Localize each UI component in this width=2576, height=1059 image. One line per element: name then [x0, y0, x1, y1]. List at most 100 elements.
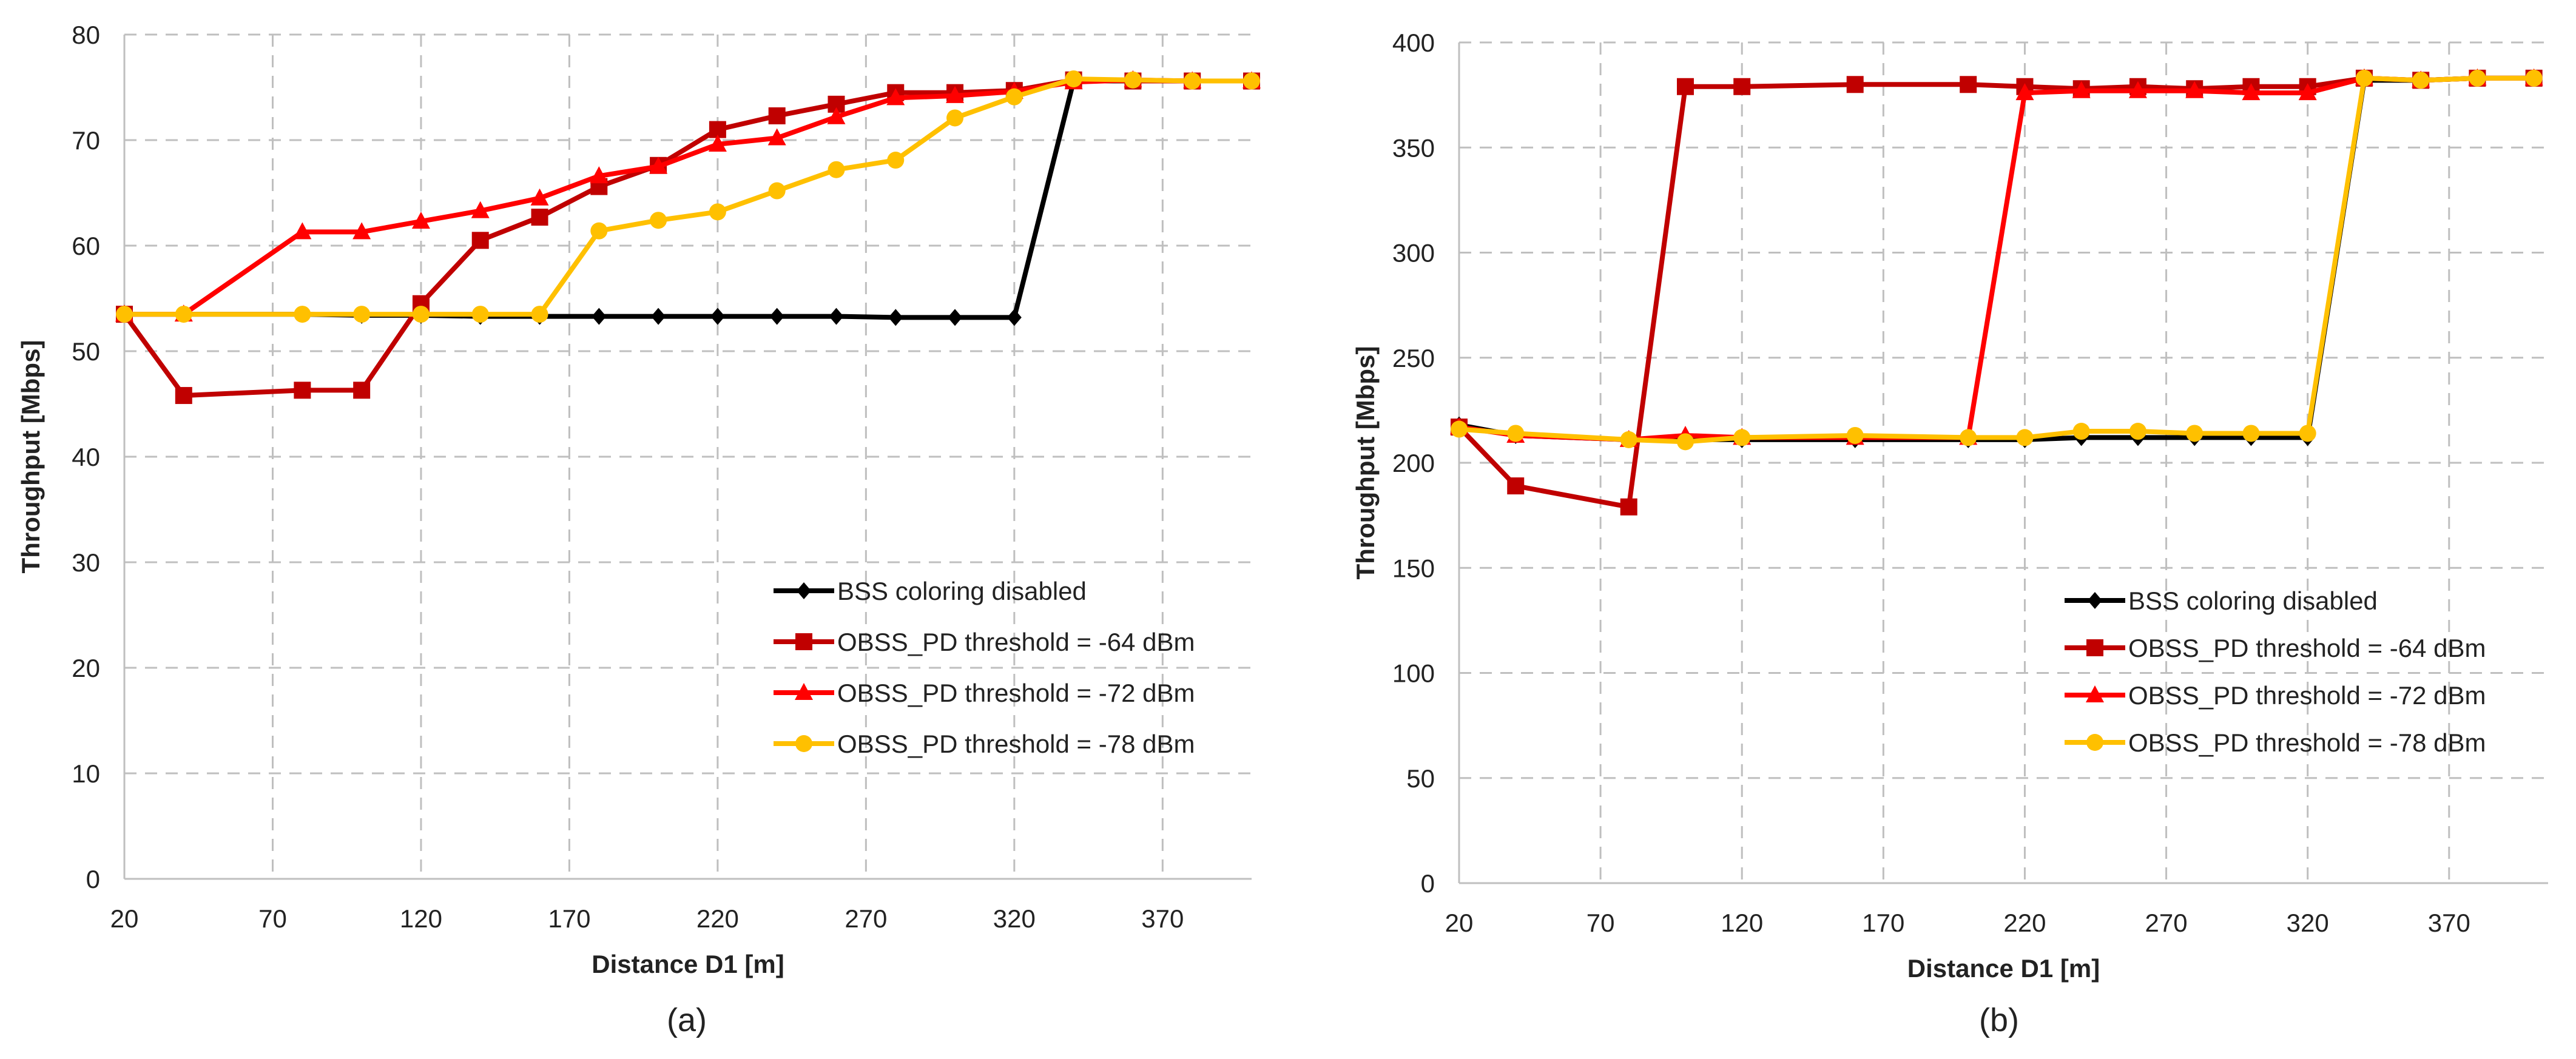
chart-a-series-2-point [411, 211, 430, 229]
chart-a-series-3-point [1065, 70, 1082, 88]
chart-a-series-0-point [948, 309, 963, 326]
chart-a-series-2 [115, 70, 1261, 322]
chart-b-xtick-label: 120 [1721, 909, 1763, 937]
chart-b-series-2-line [1458, 75, 2534, 442]
chart-b-legend-marker-2 [2086, 685, 2104, 702]
chart-b-xtick-label: 270 [2145, 909, 2188, 937]
chart-a-series-0-point [651, 308, 666, 325]
chart-a-series-3-point [412, 306, 430, 323]
chart-a-series-0-point [592, 308, 607, 325]
chart-a-xtick-label: 120 [400, 904, 442, 933]
chart-a-legend-marker-0 [797, 582, 811, 599]
chart-b-series-3-point [1620, 431, 1637, 448]
chart-a-series-1 [116, 71, 1260, 405]
chart-a-series-3-point [471, 306, 489, 323]
chart-b-series-1-line [1457, 75, 2534, 509]
chart-a-series-3-point [768, 182, 786, 200]
chart-a-series-3-point [353, 306, 371, 323]
chart-a-xtick-label: 70 [258, 904, 287, 933]
chart-b-series-3-point [1846, 426, 1864, 444]
chart-a-legend-marker-2 [795, 683, 813, 700]
chart-a-series-0 [117, 72, 1259, 326]
chart-a-series-0-point [769, 308, 784, 325]
chart-b-ytick-label: 0 [1421, 869, 1435, 898]
chart-b-series-1-point [1846, 76, 1864, 93]
chart-b-legend-label-1: OBSS_PD threshold = -64 dBm [2128, 634, 2486, 662]
chart-b-x-axis-title: Distance D1 [m] [1907, 954, 2100, 983]
chart-a-series-3 [116, 70, 1260, 323]
chart-a-series-2-point [649, 156, 668, 174]
chart-a-legend-label-3: OBSS_PD threshold = -78 dBm [837, 730, 1195, 758]
chart-b-series-3-point [1507, 425, 1525, 442]
chart-b-series-1 [1451, 69, 2543, 516]
chart-b-ytick-label: 300 [1392, 239, 1435, 267]
chart-b-series-3 [1451, 69, 2543, 451]
chart-a-ytick-label: 20 [72, 654, 100, 682]
chart-a-series-0-point [710, 308, 725, 325]
chart-b-grid [1459, 41, 2548, 883]
chart-a-series-3-point [1243, 72, 1260, 90]
chart-b-series-1-point [1733, 78, 1751, 95]
chart-a-legend-marker-3 [795, 735, 812, 752]
chart-b-svg: 0 50 100 150 200 250 300 350 400 20 70 120 170 220 270… [1351, 29, 2548, 1038]
chart-b-legend-label-3: OBSS_PD threshold = -78 dBm [2128, 728, 2486, 757]
chart-a-series-1-point [175, 387, 192, 405]
chart-b-series-3-point [2016, 429, 2034, 446]
chart-b-series-3-point [2355, 69, 2373, 87]
chart-b-series-3-point [2412, 72, 2430, 89]
chart-b-series-1-point [1960, 76, 1977, 93]
chart-b-series-3-point [2186, 425, 2203, 442]
chart-a-series-2-point [471, 201, 490, 218]
chart-b-series-2-point [2298, 83, 2317, 101]
chart-b-series-2-point [2242, 83, 2261, 101]
chart-a-svg: 0 10 20 30 40 50 60 70 80 20 70 120 170 220 270 320 370 D… [16, 21, 1261, 1038]
chart-b-xtick-label: 320 [2287, 909, 2329, 937]
chart-a-series-2-point [946, 86, 965, 103]
chart-a-series-3-point [1005, 88, 1023, 106]
chart-a-ytick-label: 40 [72, 443, 100, 471]
chart-a-series-0-point [888, 309, 903, 326]
chart-a-legend-label-0: BSS coloring disabled [837, 577, 1087, 605]
chart-b-series-2-point [2015, 83, 2034, 101]
chart-a-legend-label-1: OBSS_PD threshold = -64 dBm [837, 628, 1195, 656]
chart-b-series-2-point [2072, 81, 2091, 98]
chart-b-series-3-point [1733, 429, 1751, 446]
chart-a-xtick-label: 20 [110, 904, 139, 933]
chart-b-ytick-label: 50 [1406, 764, 1435, 793]
chart-b-series-1-point [1676, 78, 1694, 95]
chart-b-ytick-label: 100 [1392, 659, 1435, 688]
chart-b-series-2 [1450, 68, 2543, 447]
chart-b-caption: (b) [1979, 1002, 2019, 1038]
chart-a-series-3-point [1184, 72, 1201, 90]
chart-b-ytick-label: 350 [1392, 133, 1435, 162]
chart-b-legend-label-2: OBSS_PD threshold = -72 dBm [2128, 681, 2486, 710]
chart-a-series-2-point [352, 222, 371, 240]
chart-a-series-3-line [124, 76, 1252, 317]
chart-b-y-axis-title: Throughput [Mbps] [1351, 346, 1380, 580]
chart-a-series-2-point [530, 188, 549, 206]
chart-b-series-2-point [2185, 81, 2204, 98]
chart-b-legend-marker-3 [2086, 734, 2103, 751]
chart-a-series-2-point [293, 222, 312, 240]
chart-b-series-3-point [1676, 433, 1694, 451]
chart-a-series-1-point [294, 382, 311, 399]
chart-a-series-2-point [590, 166, 609, 184]
chart-b-series-3-point [1451, 420, 1468, 438]
chart-b-xtick-label: 170 [1862, 909, 1904, 937]
chart-b-legend-marker-1 [2086, 639, 2103, 656]
chart-a-series-3-point [1124, 71, 1142, 89]
chart-b-legend-marker-0 [2088, 592, 2102, 609]
chart-a-series-2-line [124, 77, 1252, 317]
chart-a-series-2-point [708, 134, 727, 152]
chart-b-series-3-point [2072, 423, 2090, 440]
chart-b-xtick-label: 70 [1586, 909, 1615, 937]
chart-a-series-3-point [590, 222, 608, 240]
chart-a-ytick-label: 80 [72, 21, 100, 49]
chart-a-xtick-label: 270 [845, 904, 887, 933]
chart-b-series-1-point [1507, 477, 1525, 495]
chart-a-ytick-label: 70 [72, 126, 100, 155]
chart-a-legend-marker-1 [795, 633, 812, 650]
chart-panel-b: 0 50 100 150 200 250 300 350 400 20 70 120 170 220 270… [1288, 0, 2576, 1059]
chart-a-x-axis-title: Distance D1 [m] [592, 950, 784, 978]
chart-a-series-2-point [827, 107, 846, 124]
